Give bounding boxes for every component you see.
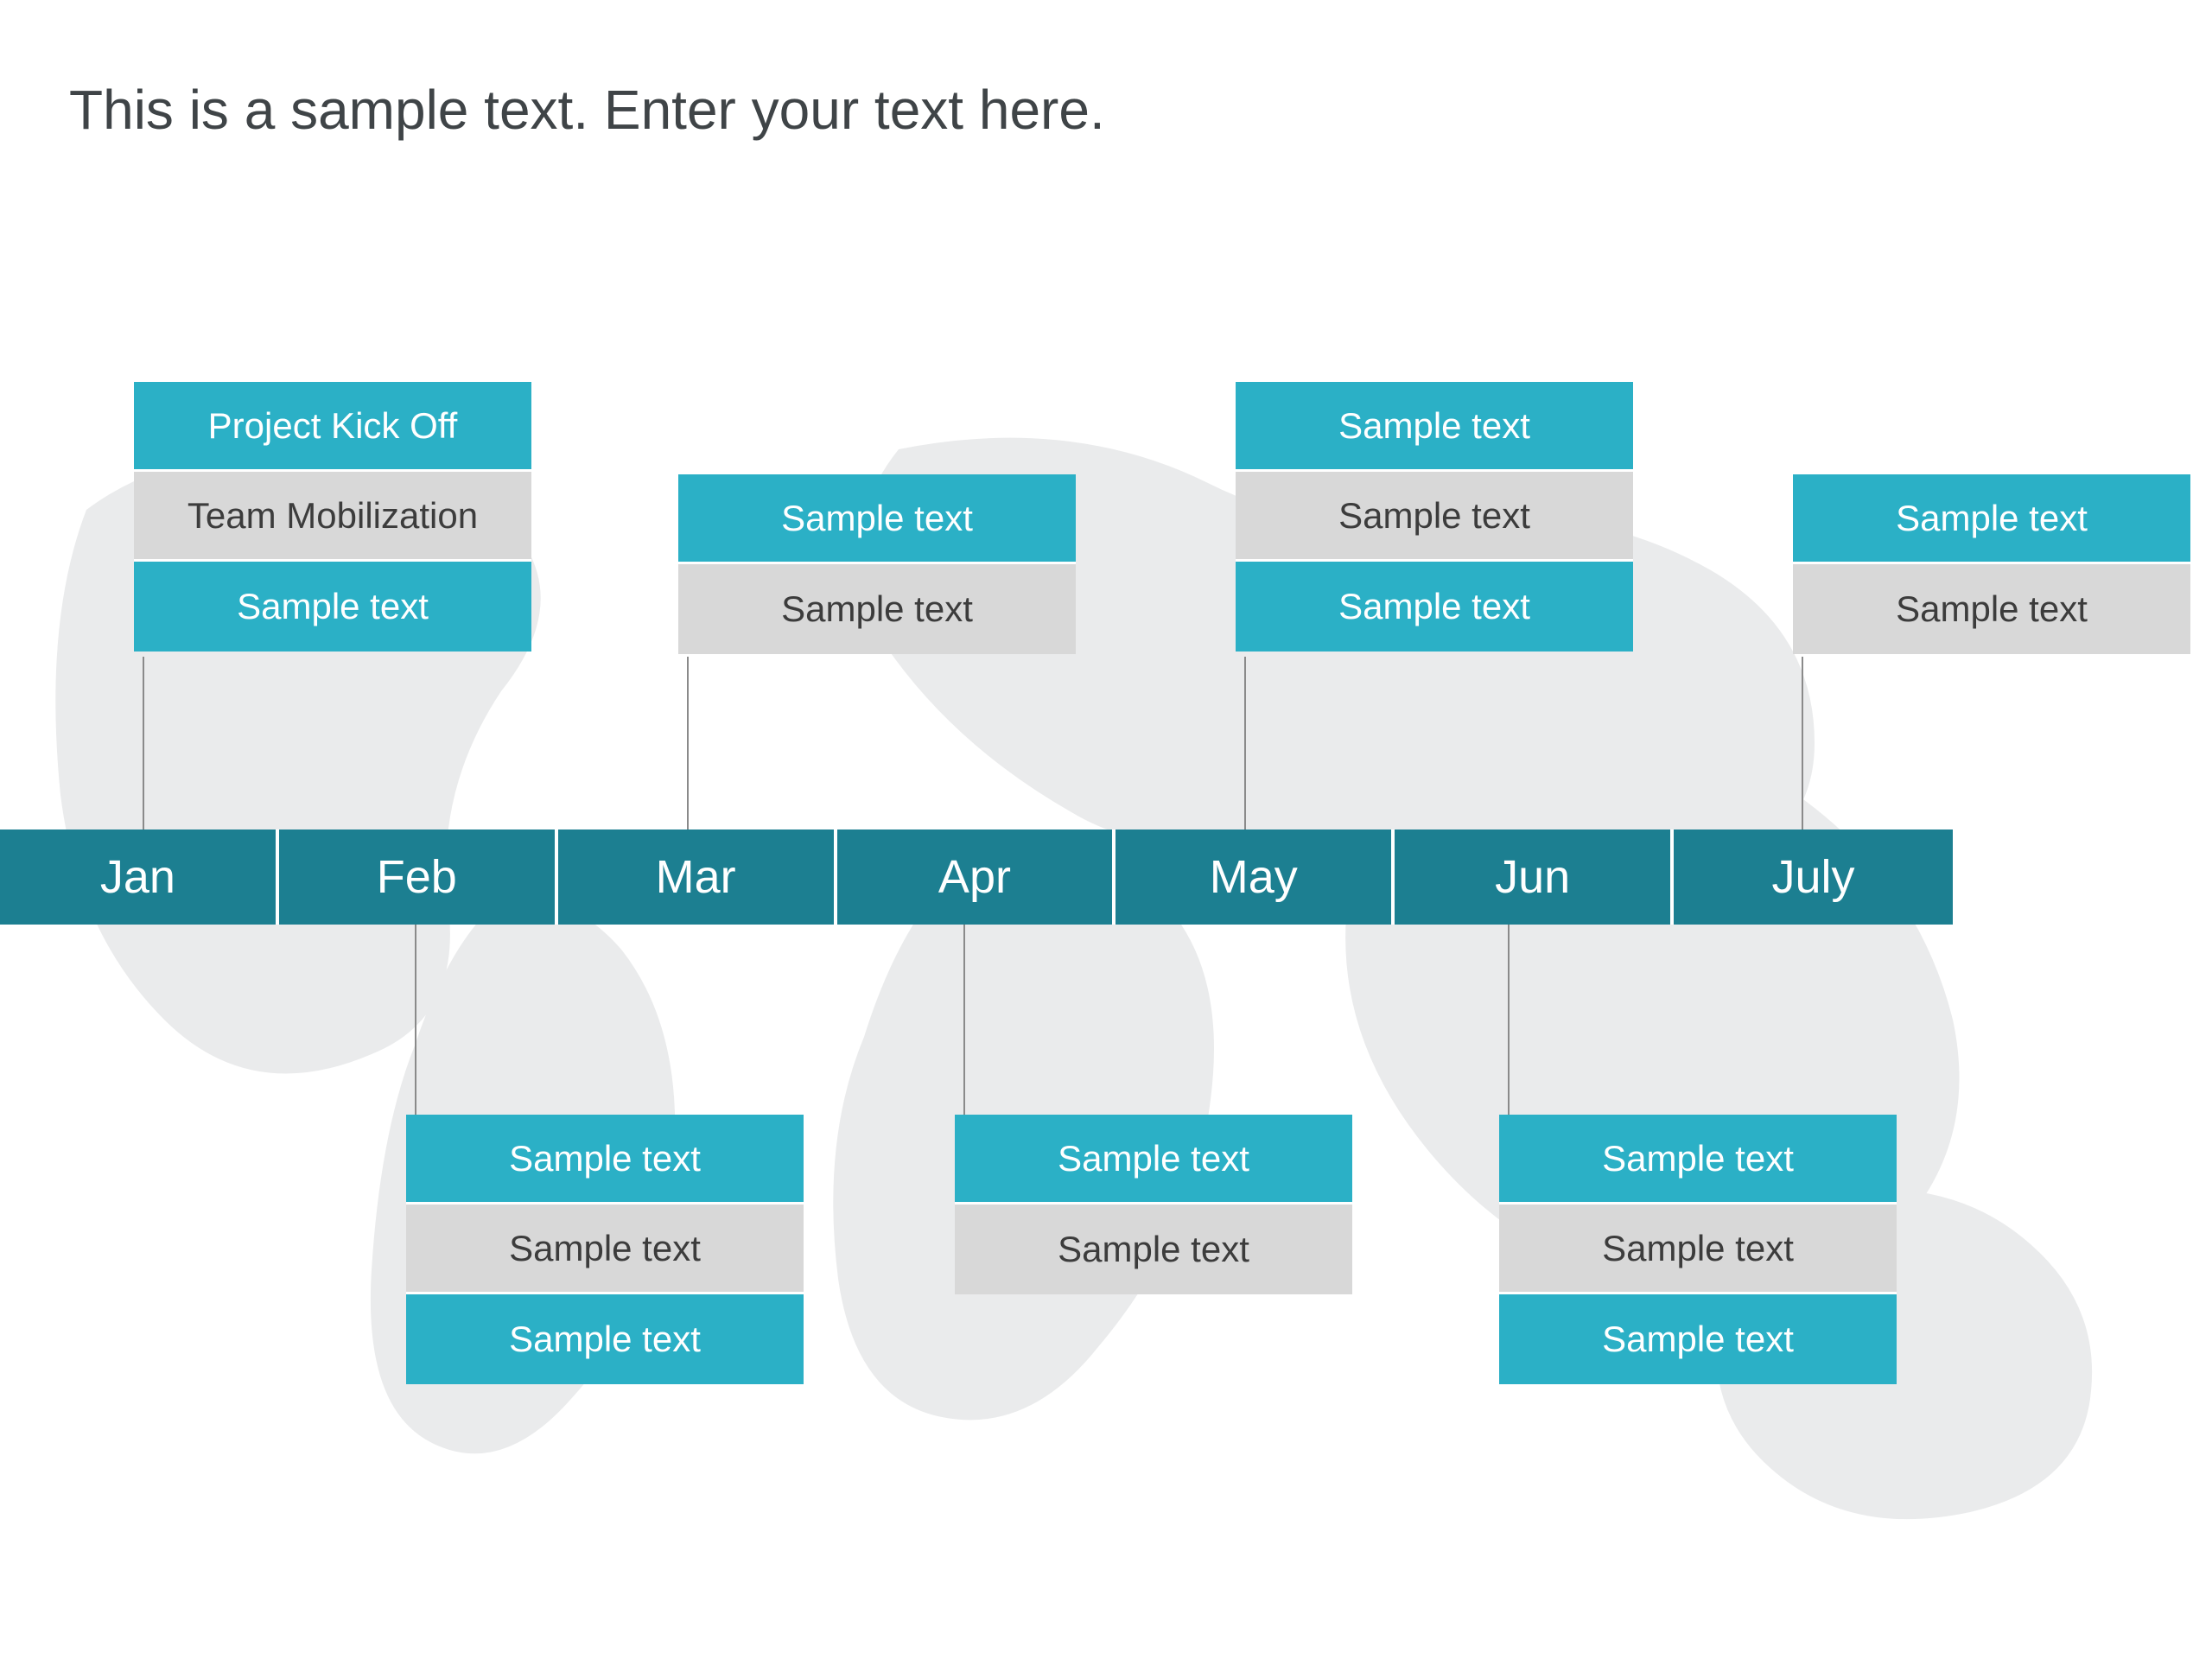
callout-row: Sample text <box>1499 1205 1897 1294</box>
callout-jan-top: Project Kick OffTeam MobilizationSample … <box>134 382 531 652</box>
month-feb: Feb <box>279 830 558 925</box>
callout-row: Sample text <box>1793 474 2190 564</box>
callout-row: Sample text <box>678 474 1076 564</box>
callout-row: Sample text <box>1236 472 1633 562</box>
callout-row: Sample text <box>955 1115 1352 1205</box>
month-jan: Jan <box>0 830 279 925</box>
connector <box>687 657 689 830</box>
callout-row: Sample text <box>406 1115 804 1205</box>
callout-row: Sample text <box>678 564 1076 654</box>
callout-mar-top: Sample textSample text <box>678 474 1076 654</box>
month-jun: Jun <box>1395 830 1674 925</box>
callout-row: Team Mobilization <box>134 472 531 562</box>
callout-feb-bot: Sample textSample textSample text <box>406 1115 804 1384</box>
timeline-diagram: This is a sample text. Enter your text h… <box>0 0 2212 1659</box>
callout-row: Sample text <box>1499 1294 1897 1384</box>
connector <box>1508 925 1510 1115</box>
callout-july-top: Sample textSample text <box>1793 474 2190 654</box>
callout-row: Sample text <box>955 1205 1352 1294</box>
month-may: May <box>1116 830 1395 925</box>
timeline-axis: JanFebMarAprMayJunJuly <box>0 830 1953 925</box>
callout-row: Sample text <box>1236 382 1633 472</box>
connector <box>963 925 965 1115</box>
connector <box>143 657 144 830</box>
callout-row: Sample text <box>1793 564 2190 654</box>
connector <box>1802 657 1803 830</box>
callout-row: Sample text <box>1499 1115 1897 1205</box>
callout-row: Sample text <box>134 562 531 652</box>
connector <box>1244 657 1246 830</box>
callout-row: Sample text <box>406 1294 804 1384</box>
callout-row: Sample text <box>406 1205 804 1294</box>
callout-jun-bot: Sample textSample textSample text <box>1499 1115 1897 1384</box>
callout-row: Sample text <box>1236 562 1633 652</box>
callout-row: Project Kick Off <box>134 382 531 472</box>
month-july: July <box>1674 830 1953 925</box>
month-mar: Mar <box>558 830 837 925</box>
callout-may-top: Sample textSample textSample text <box>1236 382 1633 652</box>
page-title: This is a sample text. Enter your text h… <box>69 78 1105 142</box>
month-apr: Apr <box>837 830 1116 925</box>
connector <box>415 925 416 1115</box>
callout-apr-bot: Sample textSample text <box>955 1115 1352 1294</box>
